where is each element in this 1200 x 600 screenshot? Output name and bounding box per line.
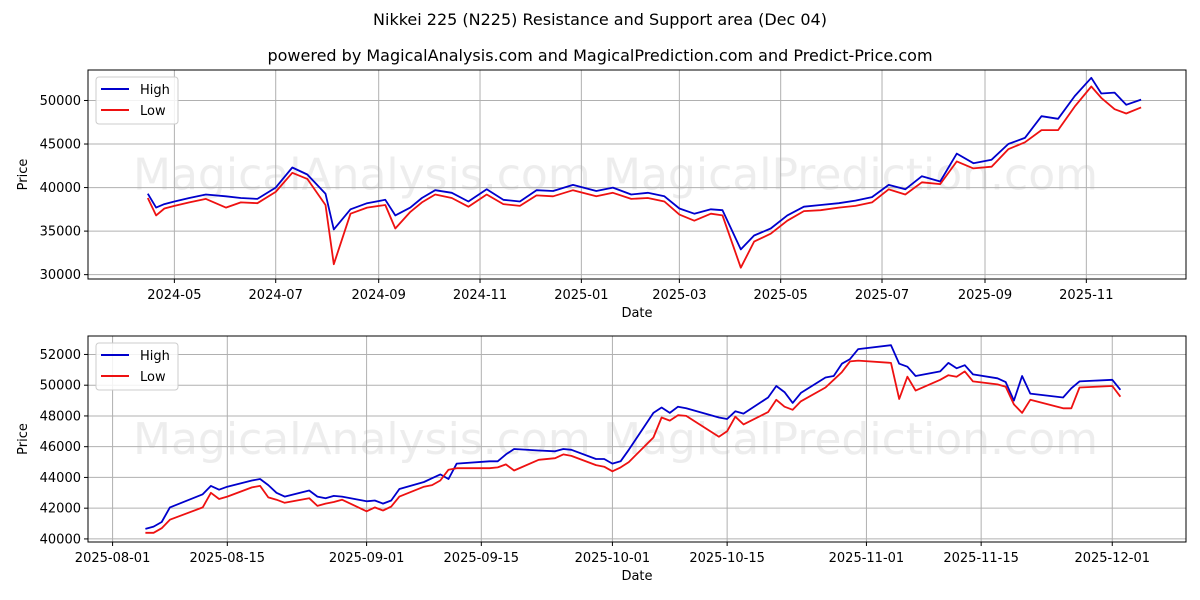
x-tick-label: 2025-08-01 bbox=[75, 551, 151, 566]
y-tick-label: 40000 bbox=[40, 532, 81, 547]
y-tick-label: 48000 bbox=[40, 409, 81, 424]
y-tick-label: 42000 bbox=[40, 502, 81, 517]
x-tick-label: 2025-10-01 bbox=[575, 551, 651, 566]
chart-subtitle: powered by MagicalAnalysis.com and Magic… bbox=[267, 46, 933, 65]
x-tick-label: 2024-11 bbox=[453, 288, 507, 303]
legend: High Low bbox=[95, 76, 179, 125]
axes-frame bbox=[87, 335, 1187, 543]
chart-title: Nikkei 225 (N225) Resistance and Support… bbox=[373, 10, 827, 29]
x-axis-label: Date bbox=[621, 569, 652, 584]
y-tick-label: 30000 bbox=[40, 268, 81, 283]
bottom-chart: MagicalAnalysis.com MagicalPrediction.com… bbox=[16, 335, 1187, 584]
x-tick-label: 2025-01 bbox=[554, 288, 608, 303]
axes-frame bbox=[87, 69, 1187, 280]
y-tick-label: 52000 bbox=[40, 348, 81, 363]
y-axis-label: Price bbox=[16, 159, 31, 191]
x-tick-label: 2025-12-01 bbox=[1074, 551, 1150, 566]
legend: High Low bbox=[95, 342, 179, 391]
x-tick-label: 2025-11 bbox=[1059, 288, 1113, 303]
legend-label-low: Low bbox=[140, 370, 166, 385]
series-low-line bbox=[145, 359, 1122, 534]
x-tick-label: 2025-09 bbox=[958, 288, 1012, 303]
watermark-text: MagicalAnalysis.com bbox=[133, 414, 591, 465]
x-tick-label: 2025-05 bbox=[754, 288, 808, 303]
y-tick-label: 50000 bbox=[40, 379, 81, 394]
series-high-line bbox=[145, 344, 1122, 530]
x-tick-label: 2025-09-15 bbox=[444, 551, 520, 566]
watermark-text: MagicalAnalysis.com bbox=[133, 150, 591, 201]
x-tick-label: 2024-07 bbox=[249, 288, 303, 303]
series-high-line bbox=[147, 76, 1142, 251]
x-tick-label: 2025-11-01 bbox=[829, 551, 905, 566]
x-tick-label: 2025-08-15 bbox=[190, 551, 266, 566]
x-tick-label: 2024-09 bbox=[352, 288, 406, 303]
x-tick-label: 2024-05 bbox=[147, 288, 201, 303]
x-tick-label: 2025-11-15 bbox=[943, 551, 1019, 566]
x-tick-label: 2025-10-15 bbox=[689, 551, 765, 566]
legend-label-high: High bbox=[140, 83, 170, 98]
y-tick-label: 46000 bbox=[40, 440, 81, 455]
x-axis-label: Date bbox=[621, 306, 652, 321]
x-tick-label: 2025-09-01 bbox=[329, 551, 405, 566]
y-tick-label: 35000 bbox=[40, 225, 81, 240]
top-chart: MagicalAnalysis.com MagicalPrediction.com… bbox=[16, 69, 1187, 321]
y-tick-label: 50000 bbox=[40, 94, 81, 109]
y-tick-label: 44000 bbox=[40, 471, 81, 486]
legend-label-high: High bbox=[140, 349, 170, 364]
series-low-line bbox=[146, 85, 1142, 269]
y-axis-label: Price bbox=[16, 423, 31, 455]
y-tick-label: 45000 bbox=[40, 138, 81, 153]
x-tick-label: 2025-07 bbox=[855, 288, 909, 303]
legend-label-low: Low bbox=[140, 104, 166, 119]
x-tick-label: 2025-03 bbox=[652, 288, 706, 303]
watermark-text: MagicalPrediction.com bbox=[603, 150, 1098, 201]
y-tick-label: 40000 bbox=[40, 181, 81, 196]
watermark-text: MagicalPrediction.com bbox=[603, 414, 1098, 465]
